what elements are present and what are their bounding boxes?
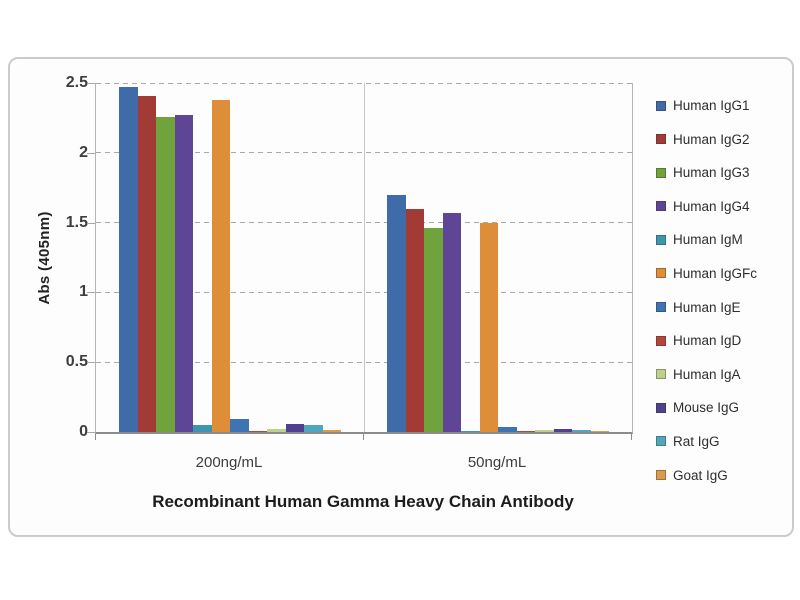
y-axis-title: Abs (405nm) [36,211,53,305]
bar-human-igd-50ng-ml [516,431,535,432]
legend-label-human-igm: Human IgM [673,232,743,248]
x-category-label-50ng-ml: 50ng/mL [467,454,527,471]
x-tick-mark [631,434,632,440]
bar-human-igm-50ng-ml [461,430,480,432]
y-tick-label-1: 1 [79,283,88,301]
legend-entry-human-igg1: Human IgG1 [656,95,792,116]
legend-swatch-goat-igg [656,470,666,481]
legend-label-rat-igg: Rat IgG [673,433,720,449]
legend-swatch-human-iga [656,369,666,380]
bar-human-iggfc-200ng-ml [211,99,230,432]
x-tick-mark [95,434,96,440]
y-tick-label-0.5: 0.5 [65,353,88,371]
legend-entry-human-igg4: Human IgG4 [656,196,792,217]
x-axis-title: Recombinant Human Gamma Heavy Chain Anti… [152,492,574,511]
category-separator-line [364,83,365,432]
bar-human-igg4-50ng-ml [442,212,461,432]
legend-entry-human-igg2: Human IgG2 [656,129,792,150]
legend-swatch-human-igg3 [656,167,666,178]
bar-mouse-igg-200ng-ml [285,423,304,432]
legend-label-human-igg4: Human IgG4 [673,198,750,214]
bar-goat-igg-200ng-ml [322,430,341,432]
y-tick-label-0: 0 [79,423,88,440]
bar-human-igg2-200ng-ml [137,95,156,432]
legend-entry-goat-igg: Goat IgG [656,465,792,486]
legend-entry-human-iga: Human IgA [656,364,792,385]
bar-human-igg1-200ng-ml [119,87,138,432]
bar-human-ige-50ng-ml [498,427,517,432]
bar-human-igg3-200ng-ml [156,116,175,432]
legend-label-human-igg3: Human IgG3 [673,165,750,181]
bar-human-iga-200ng-ml [267,428,286,432]
legend-label-mouse-igg: Mouse IgG [673,400,740,416]
legend-swatch-human-iggfc [656,268,666,279]
bar-human-igd-200ng-ml [248,430,267,432]
bar-human-igm-200ng-ml [193,425,212,432]
legend-entry-human-iggfc: Human IgGFc [656,263,792,284]
y-tick-mark [87,83,95,84]
legend-swatch-mouse-igg [656,402,666,413]
y-tick-label-2: 2 [79,143,88,161]
y-tick-mark [87,292,95,294]
legend-entry-human-igm: Human IgM [656,229,792,250]
legend-swatch-human-igm [656,234,666,245]
legend-entry-human-igd: Human IgD [656,330,792,351]
legend-entry-human-igg3: Human IgG3 [656,162,792,183]
legend-label-human-ige: Human IgE [673,299,741,315]
bar-group-200ng-ml [119,83,341,432]
bar-human-igg3-50ng-ml [424,228,443,432]
bar-human-iga-50ng-ml [535,429,554,432]
y-tick-label-2.5: 2.5 [65,74,88,91]
y-tick-mark [87,432,95,433]
legend-swatch-human-igg4 [656,201,666,212]
legend-label-human-iga: Human IgA [673,366,741,382]
bar-rat-igg-50ng-ml [572,429,591,432]
y-tick-mark [87,362,95,364]
y-tick-mark [87,152,95,154]
legend-label-human-iggfc: Human IgGFc [673,265,758,281]
legend-label-human-igg2: Human IgG2 [673,131,750,147]
bar-group-50ng-ml [387,83,609,432]
x-tick-mark [363,434,364,440]
bar-mouse-igg-50ng-ml [553,428,572,432]
legend-entry-human-ige: Human IgE [656,297,792,318]
legend-entry-mouse-igg: Mouse IgG [656,397,792,418]
legend-swatch-rat-igg [656,436,666,447]
legend-label-goat-igg: Goat IgG [673,467,728,483]
bar-goat-igg-50ng-ml [590,431,609,432]
bar-human-igg1-50ng-ml [387,194,406,432]
x-category-label-200ng-ml: 200ng/mL [195,454,263,471]
legend: Human IgG1 Human IgG2 Human IgG3 Human IgG4… [656,95,792,498]
plot-area [95,82,633,434]
legend-label-human-igg1: Human IgG1 [673,98,750,113]
bar-human-igg2-50ng-ml [405,208,424,432]
legend-swatch-human-igd [656,335,666,346]
bar-human-iggfc-50ng-ml [479,222,498,432]
legend-swatch-human-igg2 [656,134,666,145]
y-tick-mark [87,222,95,224]
bar-rat-igg-200ng-ml [304,425,323,432]
legend-label-human-igd: Human IgD [673,333,742,349]
legend-swatch-human-igg1 [656,100,666,111]
legend-swatch-human-ige [656,302,666,313]
bar-human-ige-200ng-ml [230,419,249,432]
bar-human-igg4-200ng-ml [174,115,193,432]
y-tick-label-1.5: 1.5 [65,213,88,231]
legend-entry-rat-igg: Rat IgG [656,431,792,452]
